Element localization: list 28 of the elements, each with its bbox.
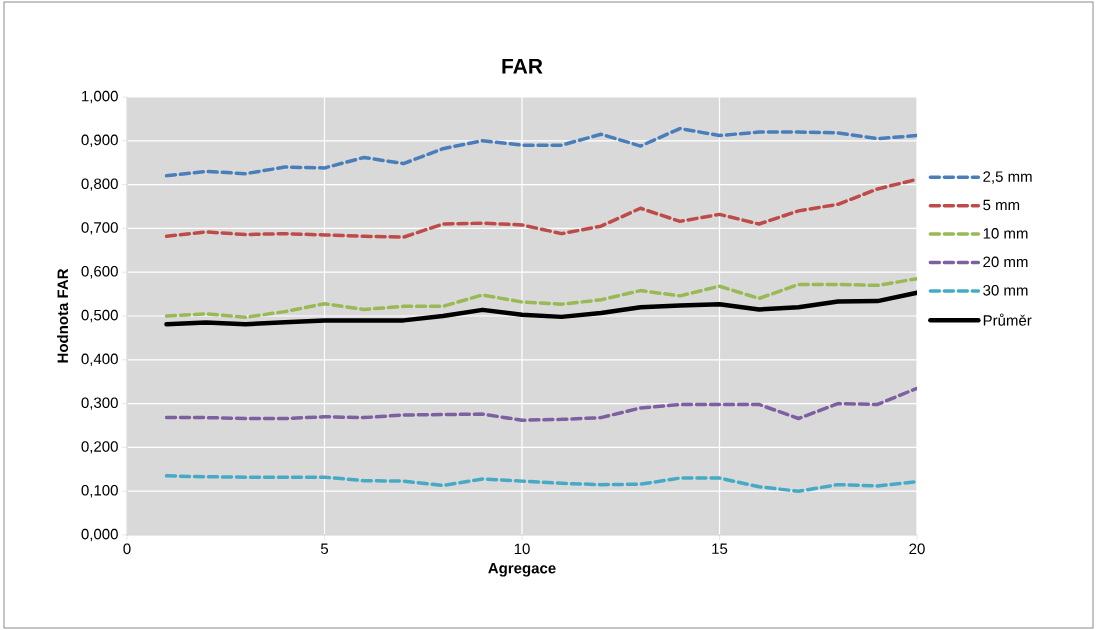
y-tick-label: 0,200 [81,441,118,454]
y-tick-label: 0,900 [81,134,118,147]
legend-label: Průměr [983,313,1032,326]
x-axis-title: Agregace [488,563,556,577]
y-tick-label: 1,000 [82,90,118,104]
y-tick-label: 0,700 [81,222,118,235]
x-tick-label: 0 [123,543,131,555]
x-tick-label: 15 [712,543,728,554]
legend-label: 30 mm [983,285,1028,296]
y-tick-label: 0,600 [81,266,118,279]
line-series [164,277,918,320]
x-tick-label: 5 [320,543,329,554]
x-tick-label: 10 [514,543,530,555]
y-tick-label: 0,300 [81,397,118,410]
line-series [164,126,918,178]
legend-label: 5 mm [983,199,1020,211]
y-tick-label: 0,400 [81,353,118,366]
legend-label: 20 mm [983,256,1028,268]
legend-label: 10 mm [983,228,1028,239]
x-tick-label: 20 [909,543,925,555]
line-series [164,177,918,239]
y-axis-title: Hodnota FAR [57,268,69,363]
y-tick-label: 0,800 [81,178,118,191]
y-tick-label: 0,000 [81,528,118,542]
y-tick-label: 0,500 [81,309,118,323]
legend-label: 2,5 mm [983,171,1032,184]
chart-title: FAR [502,59,543,74]
y-tick-label: 0,100 [81,485,118,498]
